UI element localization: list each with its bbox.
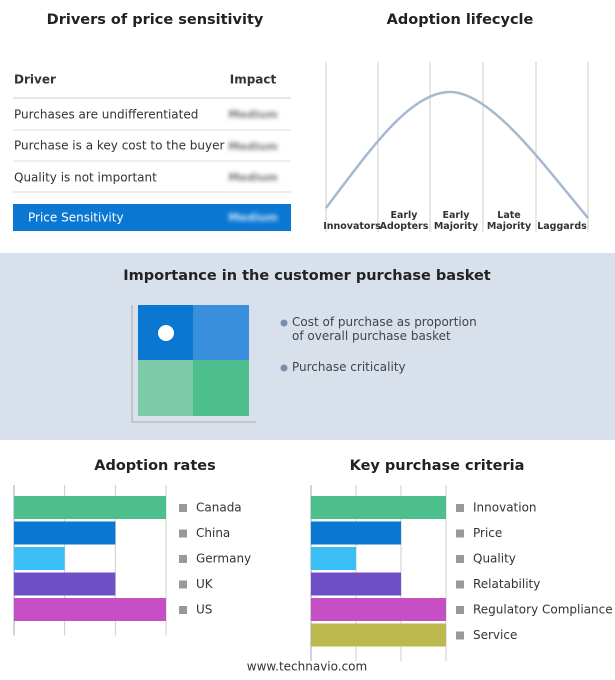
footer: www.technavio.com [247, 660, 367, 674]
legend-icon [179, 580, 187, 589]
stage-label: Early Adopters [379, 210, 429, 232]
stage-label: Laggards [537, 221, 587, 232]
legend-label: Service [473, 628, 517, 642]
bar [311, 547, 356, 570]
legend-icon [456, 606, 464, 614]
bar [311, 598, 446, 621]
legend-icon [456, 504, 464, 512]
legend-icon [179, 504, 187, 512]
legend-icon [179, 606, 187, 614]
bar [14, 572, 116, 596]
matrix-cell [193, 305, 249, 360]
matrix-dot [158, 325, 174, 341]
summary-cell: Price Sensitivity [28, 211, 124, 225]
table-header: Driver [14, 73, 56, 87]
basket-band [0, 253, 615, 440]
driver-cell: Quality is not important [14, 171, 157, 185]
drivers-title: Drivers of price sensitivity [47, 12, 264, 28]
stage-label: Early Majority [433, 210, 479, 232]
impact-cell: Medium [228, 140, 277, 153]
legend-label: Canada [196, 501, 242, 515]
lifecycle-curve [325, 90, 589, 219]
matrix-cell [138, 360, 193, 416]
legend-icon [456, 580, 464, 589]
bar [311, 521, 401, 545]
legend-text: Cost of purchase as proportion of overal… [292, 315, 477, 343]
impact-cell: Medium [228, 108, 277, 121]
legend-label: UK [196, 577, 214, 591]
legend-label: Relatability [473, 577, 540, 591]
matrix-cell [193, 360, 249, 416]
table-header: Impact [230, 73, 277, 87]
driver-cell: Purchases are undifferentiated [14, 108, 198, 122]
legend-icon [179, 555, 187, 563]
bar [311, 572, 401, 596]
legend-icon [456, 529, 464, 538]
lifecycle-title: Adoption lifecycle [387, 12, 534, 28]
legend-label: Quality [473, 552, 516, 566]
legend-label: Innovation [473, 501, 537, 515]
driver-cell: Purchase is a key cost to the buyer [14, 139, 224, 153]
legend-bullet [280, 364, 288, 372]
chart-title: Key purchase criteria [350, 458, 525, 474]
bar [311, 496, 446, 519]
legend-label: Germany [196, 552, 251, 566]
legend-icon [456, 555, 464, 563]
legend-icon [456, 631, 464, 640]
legend-label: Price [473, 526, 502, 540]
legend-icon [179, 529, 187, 538]
legend-text: Purchase criticality [292, 360, 406, 374]
bar [14, 496, 166, 519]
legend-label: China [196, 526, 230, 540]
legend-label: Regulatory Compliance [473, 603, 613, 617]
stage-label: Innovators [323, 221, 381, 232]
basket-title: Importance in the customer purchase bask… [123, 268, 491, 284]
bar [14, 598, 166, 621]
stage-label: Late Majority [486, 210, 532, 232]
legend-bullet [280, 319, 288, 327]
impact-cell: Medium [228, 171, 277, 184]
bar [311, 623, 446, 647]
summary-row [13, 204, 291, 231]
bar [14, 547, 65, 570]
bar [14, 521, 116, 545]
lifecycle-dividers [325, 62, 589, 232]
legend-label: US [196, 603, 212, 617]
chart-title: Adoption rates [94, 458, 216, 474]
summary-impact: Medium [228, 211, 277, 224]
